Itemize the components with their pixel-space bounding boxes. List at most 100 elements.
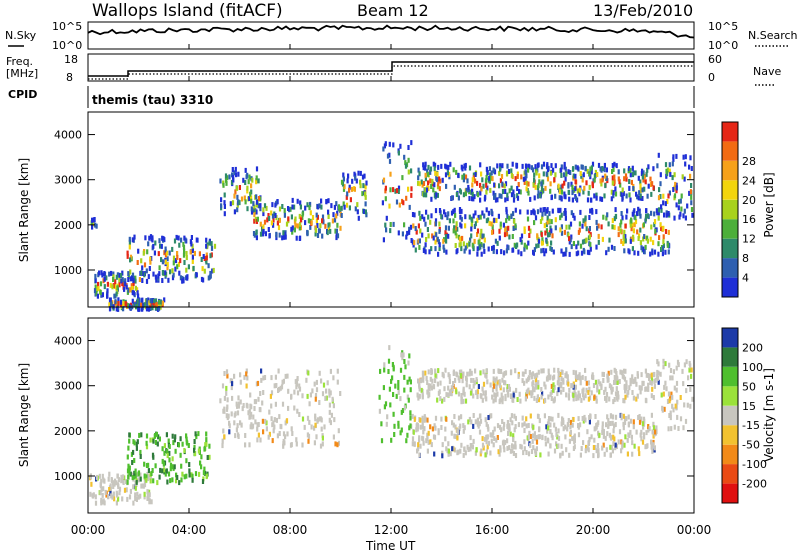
colorbar-segment [722, 328, 738, 348]
velocity-cells-cell [607, 370, 610, 376]
power-cells-cell [316, 214, 319, 220]
station-title: Wallops Island (fitACF) [92, 1, 283, 21]
velocity-cells-cell [206, 455, 209, 460]
velocity-cells-cell [183, 448, 186, 453]
velocity-cells-cell [534, 377, 538, 383]
power-cells-cell [558, 189, 561, 195]
power-cells-cell [177, 235, 180, 241]
power-cells-cell [223, 204, 226, 209]
power-cells-cell [626, 208, 629, 214]
velocity-cells-cell [667, 391, 671, 397]
velocity-cells-cell [509, 370, 513, 376]
velocity-cells-cell [318, 400, 321, 405]
velocity-cells-cell [445, 416, 448, 422]
power-cells-cell [681, 174, 684, 180]
colorbar-frame [721, 121, 739, 298]
velocity-cells-cell [100, 497, 103, 503]
velocity-cells-cell [676, 414, 679, 420]
power-cells-cell [174, 266, 177, 272]
velocity-cells-cell [145, 477, 148, 483]
velocity-cells-cell [253, 399, 256, 405]
power-cells-cell [388, 158, 392, 164]
power-cells-cell [672, 187, 675, 192]
velocity-cells-cell [239, 420, 242, 426]
velocity-cells-cell [492, 380, 495, 386]
power-cells-cell [359, 183, 362, 189]
velocity-cells-cell [612, 399, 615, 405]
power-cells-cell [108, 271, 111, 277]
power-cells-cell [384, 141, 387, 147]
velocity-cells-cell [613, 375, 616, 380]
velocity-cells-cell [449, 389, 453, 395]
power-cells-cell [171, 246, 174, 252]
velocity-cells-cell [557, 367, 560, 373]
velocity-cells-cell [203, 446, 206, 452]
power-cells-cell [473, 238, 476, 244]
velocity-cells-cell [492, 376, 495, 382]
velocity-cells-cell [436, 397, 439, 403]
power-cells-cell [560, 224, 563, 230]
velocity-cells-cell [568, 438, 571, 444]
velocity-cells-cell [595, 398, 598, 404]
power-cells-cell [209, 270, 212, 276]
power-cells-cell [512, 226, 515, 231]
power-cells-cell [429, 178, 432, 184]
power-cells-cell [511, 161, 514, 167]
power-cells-cell [355, 178, 358, 184]
power-cells-cell [173, 238, 177, 244]
power-cells-cell [545, 238, 548, 244]
velocity-cells-cell [636, 373, 639, 379]
power-cells-cell [149, 256, 152, 262]
power-cells-cell [272, 217, 275, 223]
power-cells-cell [576, 188, 579, 194]
velocity-cells-cell [154, 440, 158, 445]
power-cells-cell [342, 172, 345, 178]
velocity-cells-cell [110, 478, 113, 484]
power-cells-cell [572, 212, 575, 218]
velocity-cells-cell [629, 418, 633, 424]
power-cells-cell [460, 208, 463, 214]
power-cells-cell [94, 278, 97, 284]
power-cells-cell [565, 224, 568, 230]
power-cells-cell [336, 210, 339, 216]
velocity-cells-cell [315, 387, 319, 393]
velocity-cells-cell [165, 468, 168, 474]
velocity-cells-cell [652, 395, 655, 400]
velocity-cells-cell [627, 414, 630, 420]
velocity-cells-cell [499, 382, 502, 388]
power-cells-cell [603, 167, 606, 173]
velocity-cells-cell [560, 383, 563, 389]
power-cells-cell [542, 247, 545, 253]
power-cells-cell [346, 178, 349, 184]
velocity-cells-cell [126, 479, 129, 485]
power-cells-cell [356, 209, 359, 215]
velocity-cells-cell [553, 384, 556, 390]
power-cells-cell [653, 219, 657, 224]
colorbar-segment [722, 238, 738, 259]
velocity-cells-cell [392, 392, 395, 397]
power-cells-cell [554, 172, 557, 178]
velocity-cells-cell [578, 393, 582, 399]
velocity-cells-cell [646, 443, 649, 449]
power-cells-cell [560, 164, 563, 170]
power-cells-cell [503, 250, 506, 256]
velocity-cells-cell [145, 474, 148, 480]
power-cells-cell [208, 240, 211, 246]
power-cells-cell [602, 214, 605, 220]
power-cells-cell [568, 224, 571, 230]
velocity-cells-cell [268, 431, 271, 437]
velocity-cells-cell [613, 436, 616, 442]
power-cells-cell [664, 201, 667, 207]
velocity-cells-cell [448, 374, 451, 379]
power-cells-cell [381, 200, 384, 206]
power-cells-cell [671, 161, 674, 167]
velocity-cells-cell [269, 393, 272, 399]
velocity-cells-cell [416, 448, 419, 454]
power-cells-cell [569, 237, 572, 243]
velocity-cells-cell [687, 375, 690, 381]
power-cells-cell [584, 221, 587, 227]
velocity-cells-cell [259, 437, 262, 443]
power-cells-cell [645, 171, 648, 177]
power-cells-cell [517, 249, 520, 255]
